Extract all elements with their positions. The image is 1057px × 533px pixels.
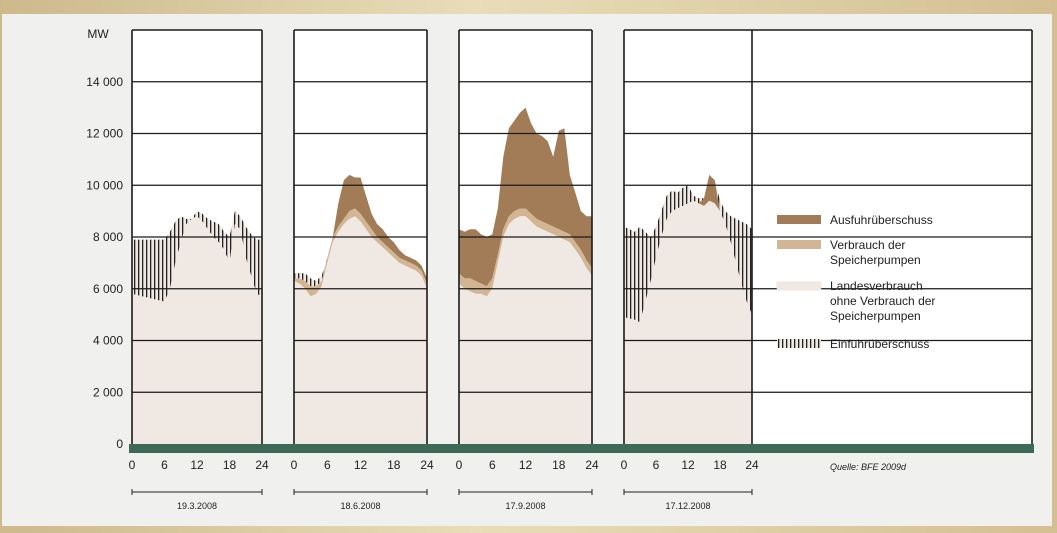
legend-label-export: Ausfuhrüberschuss (830, 213, 933, 227)
legend: Ausfuhrüberschuss Verbrauch der Speicher… (776, 213, 939, 351)
legend-swatch-export (777, 215, 821, 224)
x-tick-label: 6 (324, 458, 331, 472)
x-tick-labels: 0 6 12 18 24 0 6 12 18 24 0 6 12 18 24 0 6 12 18 24 (129, 458, 759, 472)
series-pumps-area (294, 208, 427, 297)
x-axis-band (129, 444, 1034, 453)
x-tick-label: 18 (387, 458, 401, 472)
x-tick-label: 6 (161, 458, 168, 472)
x-tick-label: 12 (190, 458, 204, 472)
day-panel (131, 29, 263, 444)
series-consumption-area (459, 216, 592, 444)
date-label: 17.9.2008 (505, 501, 545, 511)
x-tick-label: 12 (519, 458, 533, 472)
y-tick-label: 12 000 (86, 127, 123, 141)
legend-swatch-consumption (776, 281, 822, 291)
x-tick-label: 24 (255, 458, 269, 472)
y-tick-labels: 0 2 000 4 000 6 000 8 000 10 000 12 000 14 000 (86, 75, 123, 451)
series-consumption-area (624, 200, 752, 444)
day-panel (458, 29, 593, 444)
x-tick-label: 6 (653, 458, 660, 472)
y-tick-label: 2 000 (93, 385, 123, 399)
y-tick-label: 8 000 (93, 230, 123, 244)
series-export-area (294, 174, 427, 287)
y-tick-label: 6 000 (93, 282, 123, 296)
y-tick-label: 4 000 (93, 334, 123, 348)
series-consumption-area (294, 216, 427, 444)
x-tick-label: 0 (291, 458, 298, 472)
source-note: Quelle: BFE 2009d (830, 462, 907, 472)
x-tick-label: 18 (552, 458, 566, 472)
series-pumps-area (459, 208, 592, 297)
date-labels: 19.3.2008 18.6.2008 17.9.2008 17.12.2008 (131, 489, 753, 511)
x-tick-label: 18 (223, 458, 237, 472)
x-tick-label: 6 (489, 458, 496, 472)
y-tick-label: 0 (116, 437, 123, 451)
date-label: 17.12.2008 (665, 501, 710, 511)
legend-label-pumps-line2: Speicherpumpen (830, 253, 921, 267)
x-tick-label: 0 (456, 458, 463, 472)
x-tick-label: 0 (621, 458, 628, 472)
series-consumption-area (132, 216, 262, 444)
x-tick-label: 18 (713, 458, 727, 472)
legend-label-consumption: Landesverbrauch ohne Verbrauch der Speic… (830, 279, 939, 323)
legend-swatch-pumps (777, 240, 821, 249)
day-panel (293, 29, 428, 444)
day-panel (623, 29, 1033, 444)
x-tick-label: 24 (745, 458, 759, 472)
y-tick-label: 10 000 (86, 178, 123, 192)
x-tick-label: 24 (420, 458, 434, 472)
x-tick-label: 24 (585, 458, 599, 472)
series-import-area (132, 211, 262, 302)
day-panels (131, 29, 1033, 444)
date-label: 19.3.2008 (177, 501, 217, 511)
legend-label-pumps: Verbrauch der Speicherpumpen (830, 238, 921, 267)
legend-label-consumption-line3: Speicherpumpen (830, 309, 921, 323)
legend-label-pumps-line1: Verbrauch der (830, 238, 905, 252)
legend-label-import: Einfuhrüberschuss (830, 337, 929, 351)
legend-label-consumption-line1: Landesverbrauch (830, 279, 923, 293)
y-tick-label: 14 000 (86, 75, 123, 89)
series-import-area (624, 174, 752, 323)
legend-swatch-import (777, 339, 821, 348)
series-export-area (459, 107, 592, 287)
y-axis-unit: MW (87, 27, 109, 41)
x-tick-label: 12 (681, 458, 695, 472)
legend-label-consumption-line2: ohne Verbrauch der (830, 294, 935, 308)
date-label: 18.6.2008 (340, 501, 380, 511)
x-tick-label: 0 (129, 458, 136, 472)
x-tick-label: 12 (354, 458, 368, 472)
